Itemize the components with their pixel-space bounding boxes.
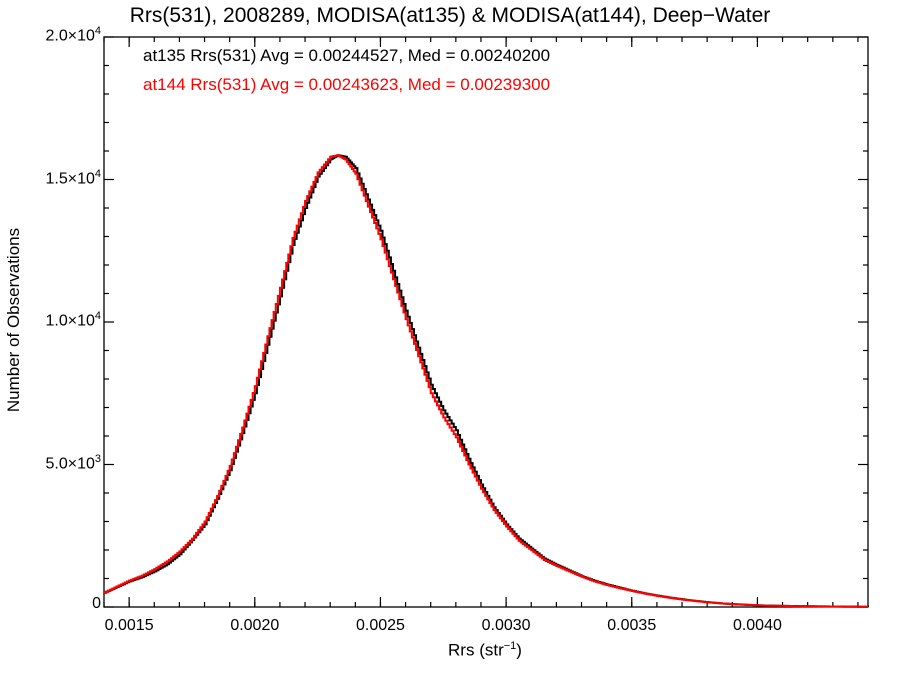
annotation-at144: at144 Rrs(531) Avg = 0.00243623, Med = 0… bbox=[143, 75, 551, 94]
y-tick-label: 0 bbox=[92, 595, 101, 612]
series-layer bbox=[104, 154, 869, 608]
x-axis-label-text: Rrs (str bbox=[448, 640, 504, 660]
axis-ticks bbox=[103, 36, 868, 608]
series-line-at135 bbox=[104, 154, 869, 608]
x-axis-label-close: ) bbox=[516, 640, 522, 660]
y-tick-label: 5.0×103 bbox=[45, 452, 101, 472]
y-tick-label: 2.0×104 bbox=[45, 25, 101, 45]
x-tick-label: 0.0040 bbox=[732, 617, 782, 634]
y-axis-label: Number of Observations bbox=[4, 227, 23, 413]
plot-frame bbox=[103, 36, 869, 608]
annotation-at135: at135 Rrs(531) Avg = 0.00244527, Med = 0… bbox=[143, 46, 551, 65]
y-tick-label: 1.5×104 bbox=[45, 167, 101, 187]
series-line-at144 bbox=[104, 154, 868, 608]
x-tick-label: 0.0035 bbox=[607, 617, 657, 634]
x-tick-label: 0.0030 bbox=[481, 617, 531, 634]
x-tick-label: 0.0025 bbox=[355, 617, 405, 634]
x-tick-label: 0.0015 bbox=[104, 617, 154, 634]
x-tick-label: 0.0020 bbox=[230, 617, 280, 634]
x-axis-label-exponent: −1 bbox=[503, 640, 517, 652]
y-tick-label: 1.0×104 bbox=[45, 310, 101, 330]
chart-title: Rrs(531), 2008289, MODISA(at135) & MODIS… bbox=[129, 4, 771, 27]
x-axis-label: Rrs (str−1) bbox=[448, 640, 522, 661]
